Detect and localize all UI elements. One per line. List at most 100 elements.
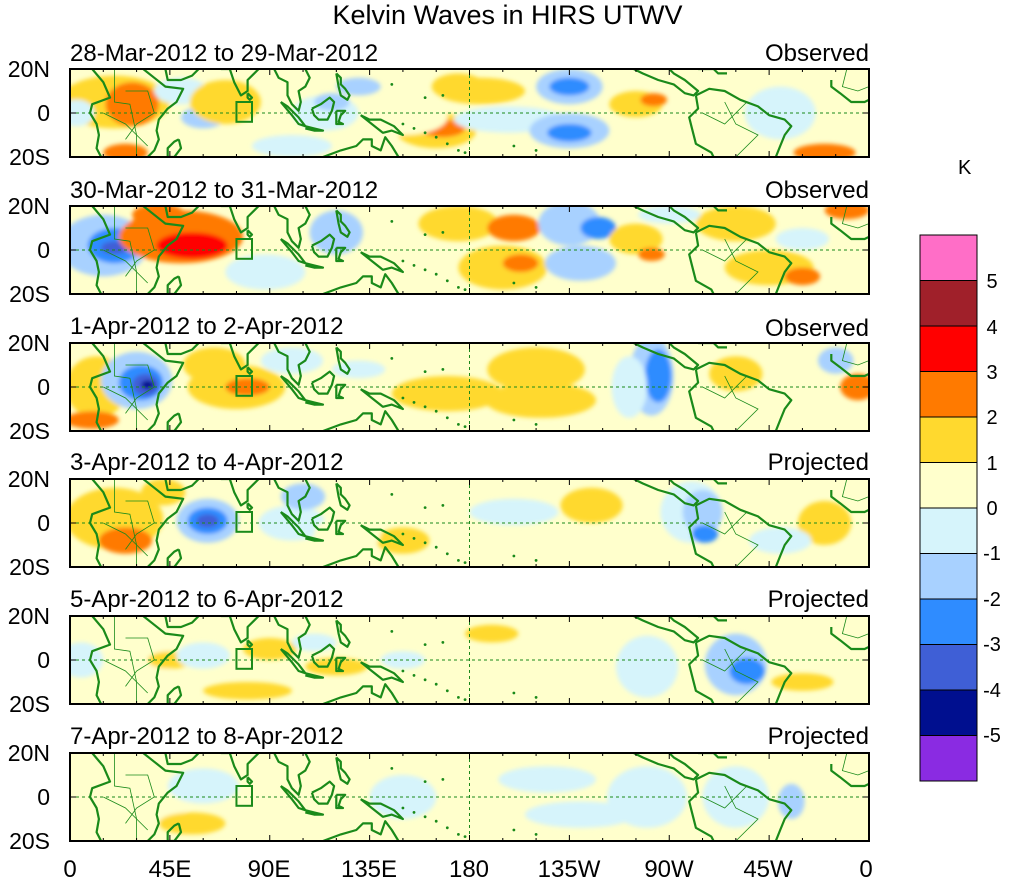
anomaly-contour	[309, 210, 363, 255]
anomaly-contour	[775, 228, 830, 250]
panel-3-status: Observed	[764, 315, 869, 342]
anomaly-contour	[784, 267, 821, 286]
island	[423, 268, 427, 272]
anomaly-contour	[101, 241, 128, 255]
coastline	[246, 366, 254, 375]
coastline	[164, 69, 201, 82]
country-border	[114, 753, 138, 841]
coastline	[166, 685, 183, 704]
region-box	[235, 785, 253, 807]
lon-label-0-east: 0	[859, 856, 873, 883]
island	[512, 828, 516, 832]
coastline	[695, 224, 793, 294]
coastline	[310, 233, 336, 258]
anomaly-contour	[176, 642, 230, 669]
island	[434, 682, 438, 686]
island	[423, 780, 427, 783]
coastline	[335, 72, 351, 101]
island	[463, 151, 467, 155]
region-box	[235, 238, 253, 260]
coastline	[633, 343, 700, 371]
island	[423, 643, 427, 646]
coastline	[688, 232, 715, 294]
coastline	[335, 793, 347, 810]
island	[434, 135, 438, 139]
island	[441, 778, 445, 781]
island	[412, 401, 416, 404]
coastline	[360, 524, 404, 547]
island	[401, 122, 405, 126]
anomaly-contour	[243, 638, 297, 660]
anomaly-contour	[487, 347, 585, 392]
island	[390, 220, 394, 223]
country-border	[702, 511, 748, 535]
anomaly-contour	[314, 93, 350, 111]
country-border	[702, 375, 748, 399]
coastline	[220, 343, 260, 371]
coastline	[246, 229, 254, 238]
coastline	[164, 206, 201, 219]
anomaly-contour	[258, 505, 326, 541]
island	[390, 83, 394, 86]
island	[457, 149, 460, 152]
anomaly-contour	[695, 206, 776, 242]
anomaly-contour	[189, 80, 261, 124]
panel-3-date-range: 1-Apr-2012 to 2-Apr-2012	[70, 313, 344, 340]
coastline	[335, 656, 347, 673]
coastline	[360, 388, 404, 411]
coastline	[220, 753, 260, 781]
lat-label-20n: 20N	[7, 193, 50, 219]
anomaly-contour	[465, 624, 519, 643]
coastline	[335, 619, 351, 648]
anomaly-contour	[487, 214, 541, 242]
anomaly-contour	[196, 514, 219, 528]
lon-label-135e: 135E	[340, 856, 398, 883]
colorbar-tick: 2	[986, 407, 998, 429]
anomaly-contour	[560, 487, 623, 523]
coastline	[830, 627, 869, 651]
island	[441, 231, 445, 234]
island	[401, 532, 405, 536]
lon-label-45e: 45E	[148, 856, 192, 883]
country-border	[114, 206, 138, 294]
country-border	[702, 648, 748, 672]
island	[423, 678, 427, 682]
island	[445, 416, 449, 420]
coastline	[310, 370, 336, 395]
coastline	[273, 343, 311, 386]
region-box	[235, 511, 253, 533]
coastline	[335, 209, 351, 238]
coastline	[633, 69, 700, 97]
panel-2-status: Observed	[764, 177, 869, 204]
coastline	[164, 343, 201, 356]
coastline	[305, 125, 325, 132]
coastline	[142, 206, 185, 294]
island	[457, 696, 460, 699]
lat-label-20s: 20S	[9, 281, 50, 307]
island	[401, 806, 405, 810]
coastline	[305, 672, 325, 679]
country-border	[841, 206, 869, 229]
coastline	[142, 343, 185, 431]
coastline	[310, 780, 336, 805]
panel-1-date-range: 28-Mar-2012 to 29-Mar-2012	[70, 40, 379, 67]
coastline	[273, 69, 311, 112]
country-border	[114, 69, 138, 157]
lat-label-0: 0	[37, 510, 50, 536]
island	[401, 259, 405, 263]
lat-label-0: 0	[37, 100, 50, 126]
map-panel-3	[69, 342, 870, 432]
island	[463, 835, 467, 838]
anomaly-contour	[644, 349, 672, 403]
coastline	[246, 776, 254, 785]
lon-label-135w: 135W	[537, 856, 601, 883]
coastline	[688, 642, 715, 704]
coastline	[246, 92, 254, 101]
lat-label-20s: 20S	[9, 828, 50, 854]
lon-label-45w: 45W	[743, 856, 793, 883]
anomaly-contour	[243, 790, 297, 826]
coastline	[273, 616, 311, 659]
anomaly-contour	[824, 206, 869, 220]
map-panel-4	[69, 478, 870, 568]
anomaly-contour	[98, 527, 153, 554]
